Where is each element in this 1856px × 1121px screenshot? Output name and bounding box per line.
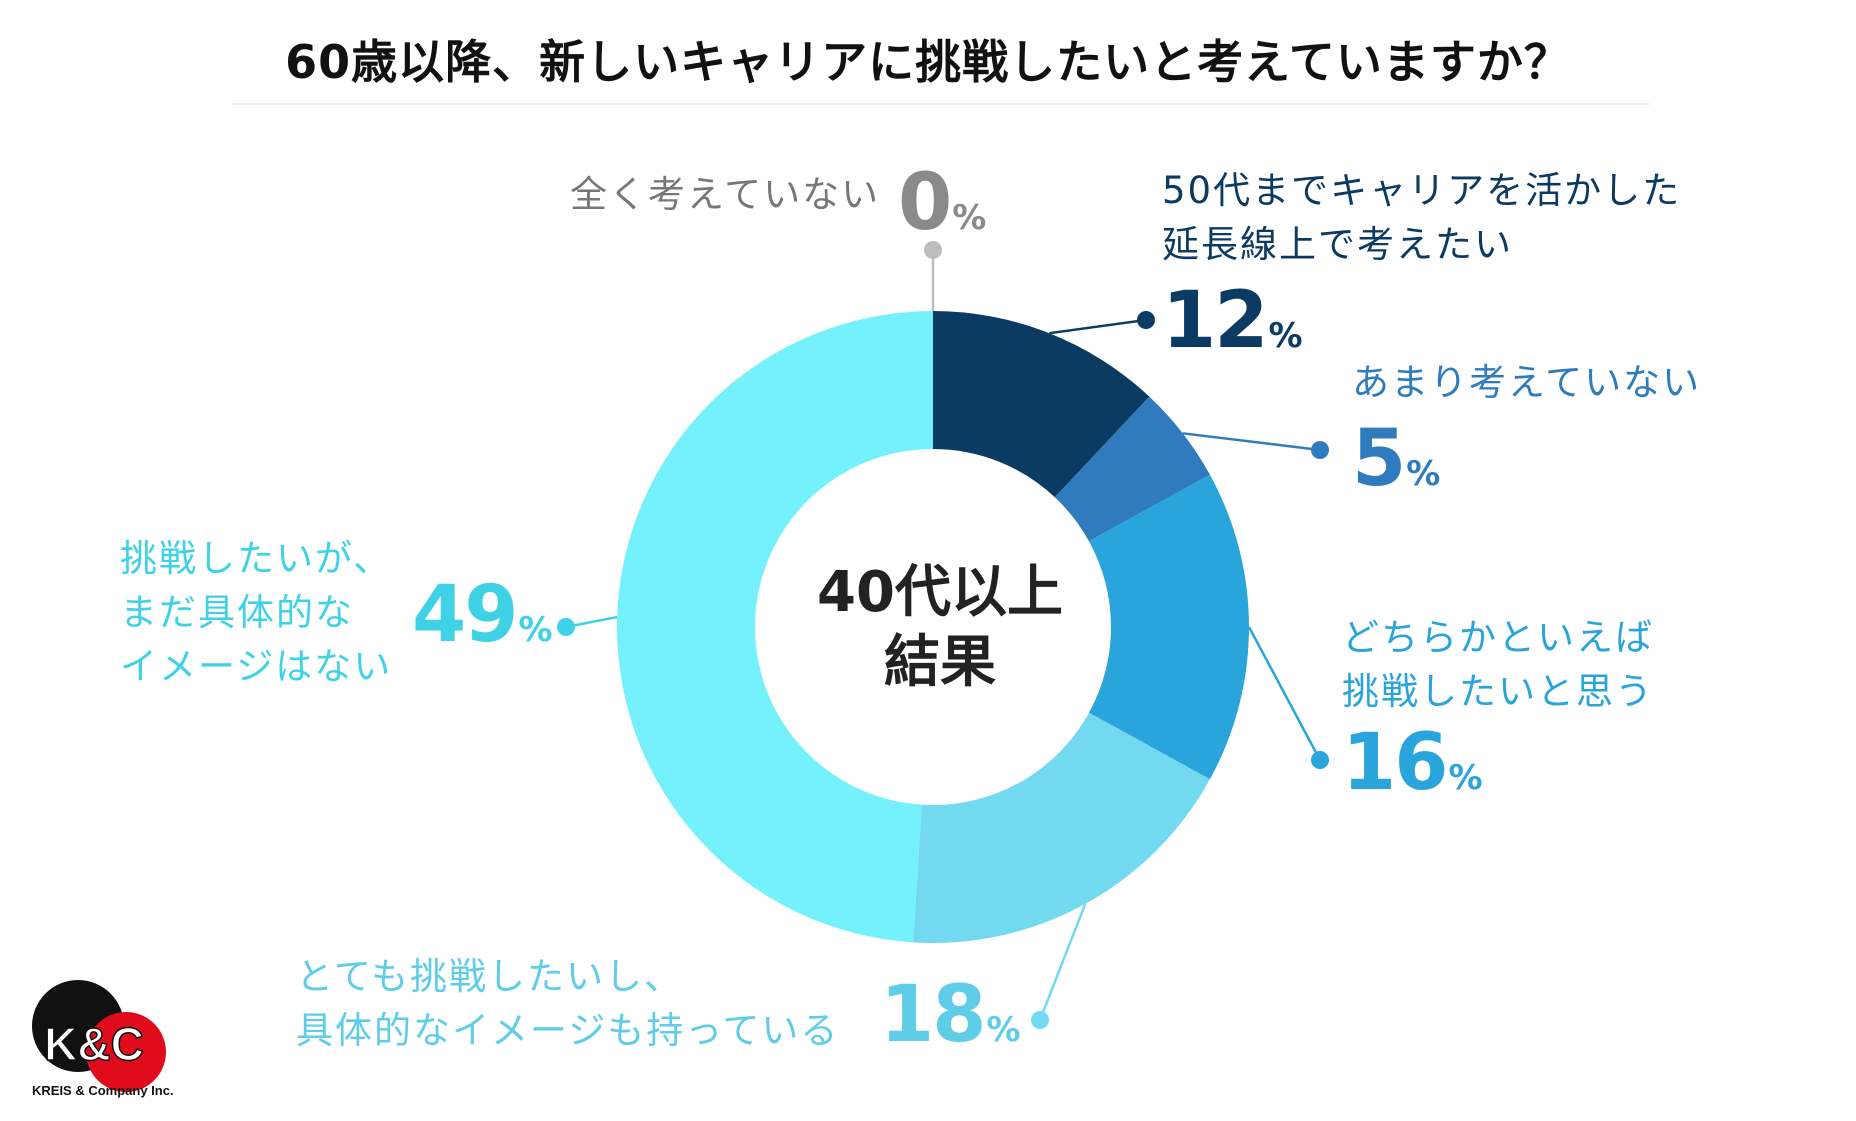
value-s18-unit: % [986,1010,1021,1050]
label-s16-line-1: どちらかといえば [1342,616,1654,659]
leader-dot-s16 [1311,751,1329,769]
label-s49-line-3: イメージはない [120,645,393,688]
center-label: 40代以上 結果 [770,558,1110,698]
value-s12: 12% [1162,282,1303,360]
company-logo: K&C [32,980,166,1092]
label-s49: 挑戦したいが、 まだ具体的な イメージはない [120,532,392,694]
label-s12: 50代までキャリアを活かした 延長線上で考えたい [1162,164,1681,272]
label-s0: 全く考えていない [570,168,880,222]
label-s5-line-1: あまり考えていない [1352,361,1702,404]
leader-dot-s0 [924,241,942,259]
value-s12-number: 12 [1162,276,1269,366]
label-s16-line-2: 挑戦したいと思う [1342,670,1654,713]
logo-company-name: KREIS & Company Inc. [32,1083,174,1098]
label-s18: とても挑戦したいし、 具体的なイメージも持っている [296,950,839,1058]
value-s49-number: 49 [412,570,519,660]
value-s18: 18% [880,976,1021,1054]
slice-49pct [617,311,933,943]
center-label-line-2: 結果 [884,630,996,695]
value-s16: 16% [1342,724,1483,802]
leader-line-s18 [1038,903,1087,1021]
label-s49-line-2: まだ具体的な [120,591,354,634]
value-s0: 0% [898,164,986,242]
leader-dot-s5 [1311,441,1329,459]
value-s16-number: 16 [1342,718,1449,808]
label-s18-line-2: 具体的なイメージも持っている [296,1009,840,1052]
leader-dot-s12 [1137,311,1155,329]
value-s49: 49% [412,576,553,654]
value-s5-number: 5 [1352,414,1406,504]
label-s18-line-1: とても挑戦したいし、 [296,955,684,998]
leader-dot-s18 [1031,1011,1049,1029]
slice-12pct [933,311,1150,498]
title-divider [233,103,1649,105]
leader-line-s16 [1247,626,1322,761]
value-s5: 5% [1352,420,1440,498]
value-s0-unit: % [952,198,987,238]
logo-mark: K&C [44,1018,144,1070]
leader-dot-s49 [557,618,575,636]
label-s49-line-1: 挑戦したいが、 [120,537,393,580]
value-s12-unit: % [1268,316,1303,356]
leader-line-s5 [1182,432,1321,452]
label-s5: あまり考えていない [1352,356,1701,410]
leader-line-s12 [1049,318,1147,335]
center-label-line-1: 40代以上 [817,560,1063,625]
logo-red-circle [86,1012,166,1092]
value-s16-unit: % [1448,758,1483,798]
label-s12-line-2: 延長線上で考えたい [1162,223,1513,266]
slice-16pct [1088,474,1250,780]
slice-18pct [913,712,1210,943]
value-s49-unit: % [518,610,553,650]
slice-5pct [1054,396,1210,542]
label-s16: どちらかといえば 挑戦したいと思う [1342,611,1654,719]
label-s12-line-1: 50代までキャリアを活かした [1162,169,1682,212]
chart-title: 60歳以降、新しいキャリアに挑戦したいと考えていますか？ [285,35,1571,89]
value-s0-number: 0 [898,158,952,248]
value-s5-unit: % [1406,454,1441,494]
value-s18-number: 18 [880,970,987,1060]
label-s0-line-1: 全く考えていない [570,173,881,216]
